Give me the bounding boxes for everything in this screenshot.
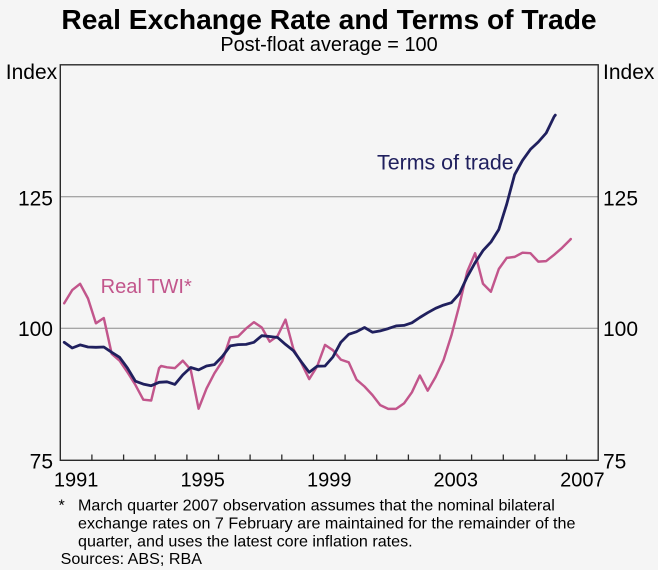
svg-text:100: 100 xyxy=(603,318,638,341)
svg-text:1991: 1991 xyxy=(54,469,99,491)
svg-text:75: 75 xyxy=(30,451,53,474)
svg-text:exchange rates on 7 February a: exchange rates on 7 February are maintai… xyxy=(78,514,575,532)
svg-text:Sources: ABS; RBA: Sources: ABS; RBA xyxy=(61,550,203,568)
svg-text:1995: 1995 xyxy=(180,469,225,491)
svg-text:Post-float average = 100: Post-float average = 100 xyxy=(220,34,437,56)
svg-text:Real Exchange Rate and Terms o: Real Exchange Rate and Terms of Trade xyxy=(61,3,596,35)
svg-text:2003: 2003 xyxy=(434,469,479,491)
svg-text:*: * xyxy=(59,496,66,514)
svg-text:2007: 2007 xyxy=(560,469,605,491)
svg-text:March quarter 2007 observation: March quarter 2007 observation assumes t… xyxy=(78,496,555,514)
svg-text:125: 125 xyxy=(18,187,53,210)
svg-text:125: 125 xyxy=(603,187,638,210)
svg-text:Terms of trade: Terms of trade xyxy=(377,151,514,175)
svg-text:quarter, and uses the latest c: quarter, and uses the latest core inflat… xyxy=(78,532,413,550)
svg-text:Index: Index xyxy=(6,61,58,84)
svg-text:75: 75 xyxy=(603,451,626,474)
svg-text:100: 100 xyxy=(18,318,53,341)
svg-text:1999: 1999 xyxy=(307,469,352,491)
svg-text:Index: Index xyxy=(603,61,655,84)
svg-text:Real TWI*: Real TWI* xyxy=(101,276,192,298)
